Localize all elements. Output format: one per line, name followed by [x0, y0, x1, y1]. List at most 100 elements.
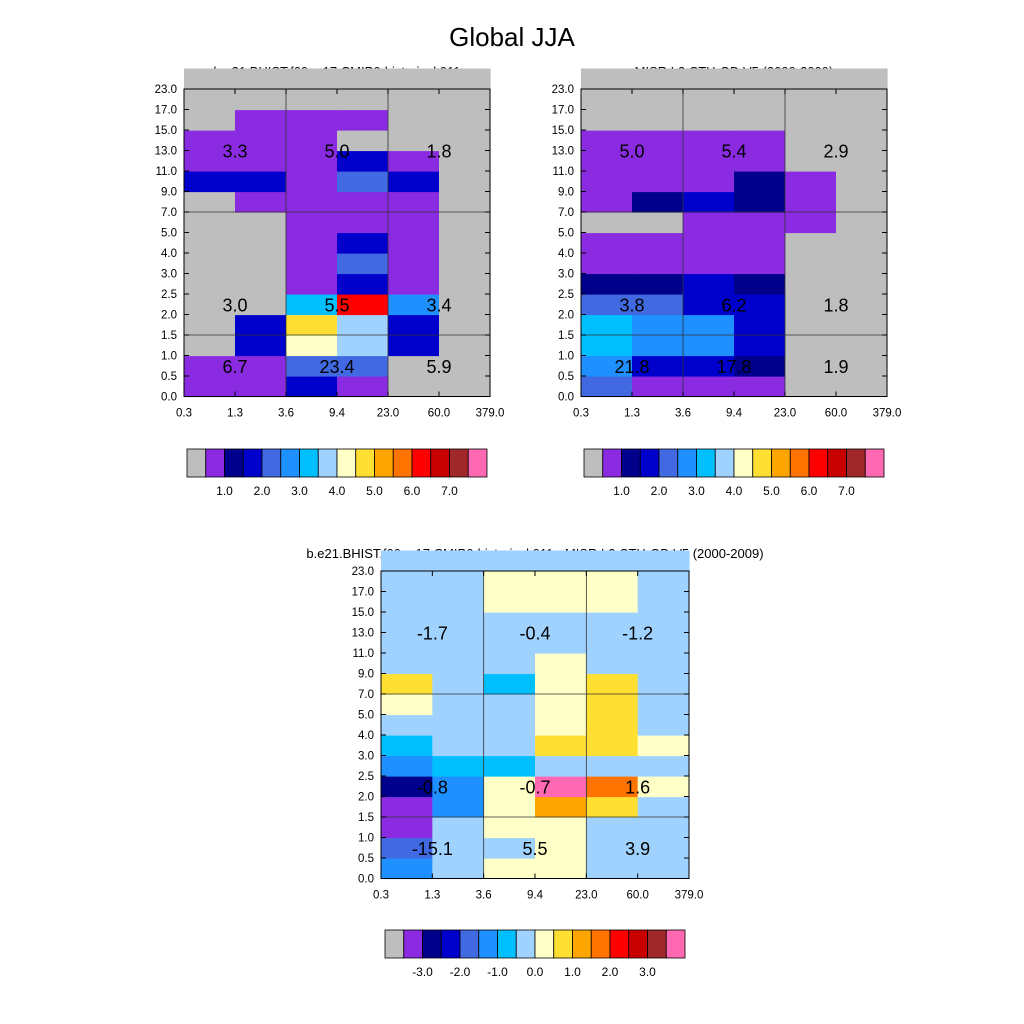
- heatmap-cell: [785, 355, 837, 377]
- colorbar-swatch: [658, 448, 679, 478]
- heatmap-cell: [439, 335, 491, 357]
- colorbar-label: 7.0: [441, 484, 458, 498]
- heatmap-cell: [483, 694, 536, 716]
- y-tick-label: 1.0: [161, 351, 177, 363]
- heatmap-cell: [381, 714, 433, 736]
- heatmap-cell: [637, 550, 690, 572]
- heatmap-cell: [637, 837, 690, 859]
- heatmap-cell: [836, 212, 888, 234]
- colorbar-swatch: [430, 448, 450, 478]
- heatmap-cell: [785, 89, 837, 111]
- heatmap-cell: [286, 191, 338, 213]
- heatmap-cell: [535, 653, 587, 675]
- colorbar-swatch: [609, 929, 630, 959]
- heatmap-cell: [581, 314, 633, 336]
- heatmap-cell: [184, 68, 236, 90]
- data-label: 2.9: [823, 142, 848, 162]
- heatmap-cell: [785, 191, 837, 213]
- heatmap-cell: [337, 212, 389, 234]
- heatmap-cell: [483, 735, 536, 757]
- heatmap-cell: [432, 735, 485, 757]
- heatmap-cell: [734, 376, 786, 398]
- y-tick-label: 2.0: [161, 310, 177, 322]
- heatmap-cell: [381, 653, 433, 675]
- heatmap-cell: [581, 150, 633, 172]
- heatmap-cell: [637, 817, 690, 839]
- data-label: 1.6: [625, 777, 650, 797]
- heatmap-cell: [381, 591, 433, 613]
- heatmap-cell: [235, 232, 287, 254]
- heatmap-cell: [388, 89, 440, 111]
- heatmap-cell: [432, 571, 485, 593]
- colorbar-swatch: [789, 448, 810, 478]
- colorbar: 1.0 2.0 3.0 4.0 5.0 6.0 7.0: [583, 448, 885, 498]
- heatmap-cell: [388, 130, 440, 152]
- heatmap-cell: [388, 171, 440, 193]
- heatmap-cell: [637, 714, 690, 736]
- x-tick-label: 379.0: [675, 890, 704, 902]
- heatmap-cell: [381, 776, 433, 798]
- colorbar-swatch: [827, 448, 847, 478]
- y-tick-label: 17.0: [155, 105, 177, 117]
- heatmap-cell: [734, 335, 786, 357]
- heatmap-cell: [836, 273, 888, 295]
- heatmap-cell: [184, 191, 236, 213]
- heatmap-cell: [734, 294, 786, 316]
- y-tick-label: 1.5: [358, 812, 374, 824]
- y-tick-label: 1.5: [558, 330, 574, 342]
- heatmap-cell: [586, 755, 639, 777]
- y-tick-label: 4.0: [558, 248, 574, 260]
- colorbar-label: 1.0: [216, 484, 233, 498]
- heatmap-cell: [286, 171, 338, 193]
- heatmap-cell: [785, 335, 837, 357]
- heatmap-cell: [785, 294, 837, 316]
- heatmap-cell: [286, 130, 338, 152]
- data-label: 5.0: [324, 142, 349, 162]
- heatmap-cell: [439, 89, 491, 111]
- heatmap-cell: [632, 109, 684, 131]
- colorbar-swatch: [403, 929, 423, 959]
- heatmap-cell: [439, 355, 491, 377]
- heatmap-cell: [683, 171, 735, 193]
- heatmap-cell: [432, 653, 485, 675]
- y-tick-label: 1.0: [358, 833, 374, 845]
- heatmap-cell: [581, 212, 633, 234]
- x-tick-label: 3.6: [675, 408, 691, 420]
- heatmap-cell: [637, 796, 690, 818]
- y-tick-label: 23.0: [352, 566, 374, 578]
- heatmap-cell: [184, 335, 236, 357]
- heatmap-cell: [286, 294, 338, 316]
- heatmap-cell: [337, 314, 389, 336]
- heatmap-cell: [432, 796, 485, 818]
- heatmap-cell: [535, 673, 587, 695]
- heatmap-cell: [337, 355, 389, 377]
- heatmap-cell: [632, 376, 684, 398]
- y-tick-label: 17.0: [552, 105, 574, 117]
- colorbar-swatch: [317, 448, 338, 478]
- colorbar-swatch: [224, 448, 244, 478]
- data-label: -15.1: [412, 839, 453, 859]
- data-label: 5.5: [522, 839, 547, 859]
- heatmap-cell: [388, 273, 440, 295]
- y-tick-label: 2.5: [161, 289, 177, 301]
- heatmap-cell: [683, 273, 735, 295]
- heatmap-cell: [581, 171, 633, 193]
- colorbar-swatch: [392, 448, 413, 478]
- colorbar-swatch: [846, 448, 866, 478]
- y-tick-label: 3.0: [161, 269, 177, 281]
- y-tick-label: 7.0: [358, 689, 374, 701]
- colorbar-label: 2.0: [651, 484, 668, 498]
- colorbar-swatch: [299, 448, 319, 478]
- y-tick-label: 11.0: [155, 166, 177, 178]
- heatmap-cell: [381, 632, 433, 654]
- heatmap-cell: [483, 858, 536, 880]
- heatmap-cells: [184, 68, 491, 398]
- heatmap-cell: [535, 755, 587, 777]
- heatmap-cell: [483, 714, 536, 736]
- x-tick-label: 9.4: [726, 408, 743, 420]
- heatmap-cell: [637, 653, 690, 675]
- heatmap-cell: [184, 355, 236, 377]
- colorbar-label: 3.0: [291, 484, 308, 498]
- heatmap-cell: [586, 571, 639, 593]
- heatmap-cell: [632, 150, 684, 172]
